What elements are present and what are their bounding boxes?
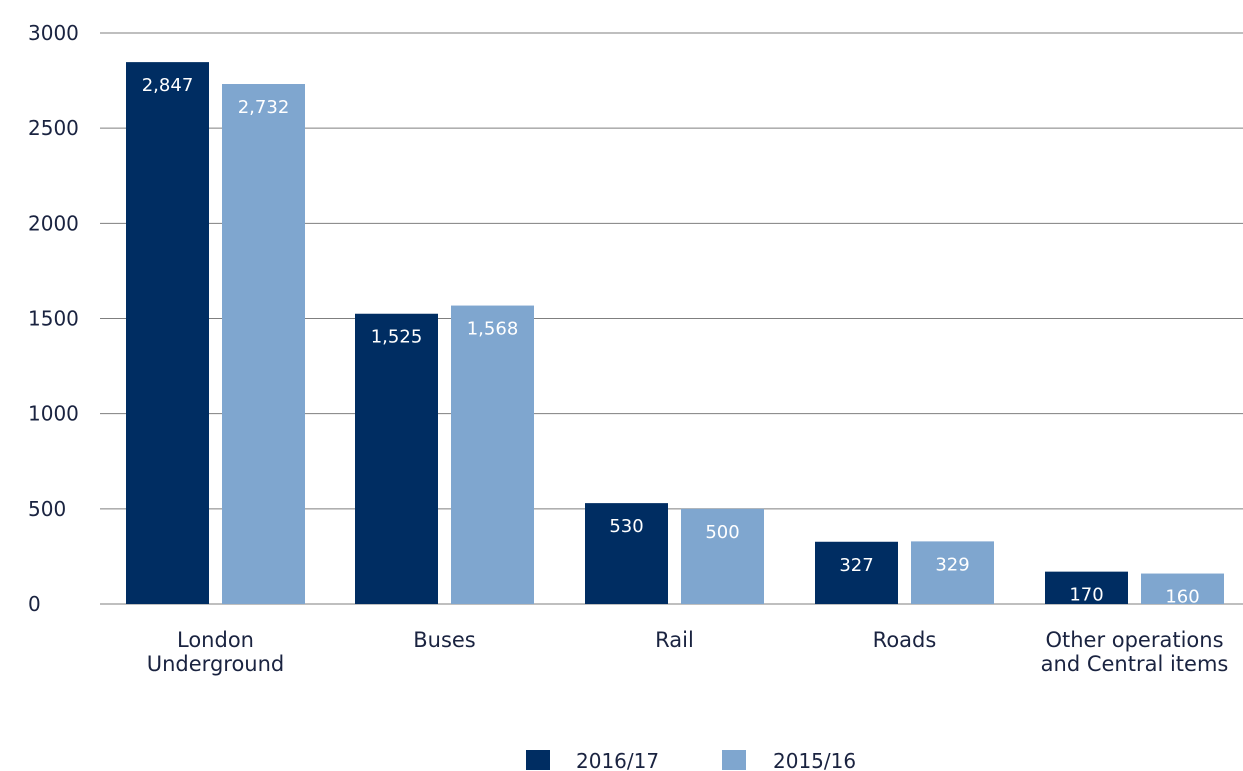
bar — [355, 313, 438, 604]
bar — [681, 508, 764, 604]
bar — [911, 541, 994, 604]
x-tick-label: Underground — [147, 652, 285, 676]
bar — [1141, 573, 1224, 604]
x-tick-label: Other operations — [1045, 628, 1223, 652]
legend-label: 2015/16 — [773, 749, 856, 771]
legend-label: 2016/17 — [576, 749, 659, 771]
bar — [451, 305, 534, 604]
bar — [222, 84, 305, 604]
data-label: 327 — [839, 555, 873, 576]
x-tick-label: Buses — [413, 628, 476, 652]
data-label: 160 — [1165, 587, 1199, 608]
y-tick-label: 3000 — [28, 21, 79, 45]
y-tick-label: 1500 — [28, 307, 79, 331]
data-label: 1,525 — [371, 327, 423, 348]
legend-swatch — [526, 750, 550, 770]
y-tick-label: 2500 — [28, 116, 79, 140]
y-tick-label: 500 — [28, 497, 66, 521]
data-label: 2,732 — [238, 97, 290, 118]
data-label: 2,847 — [142, 75, 194, 96]
y-tick-label: 2000 — [28, 211, 79, 235]
bar — [1045, 571, 1128, 604]
data-label: 530 — [609, 516, 643, 537]
x-tick-label: and Central items — [1041, 652, 1229, 676]
data-label: 500 — [705, 522, 739, 543]
y-tick-label: 1000 — [28, 402, 79, 426]
x-tick-label: Roads — [873, 628, 937, 652]
data-label: 329 — [935, 554, 969, 575]
x-tick-label: London — [177, 628, 254, 652]
legend-swatch — [722, 750, 746, 770]
data-label: 1,568 — [467, 319, 519, 340]
data-label: 170 — [1069, 585, 1103, 606]
bar — [126, 62, 209, 605]
bar — [815, 541, 898, 604]
bar — [585, 503, 668, 604]
y-tick-label: 0 — [28, 592, 41, 616]
x-tick-label: Rail — [655, 628, 694, 652]
